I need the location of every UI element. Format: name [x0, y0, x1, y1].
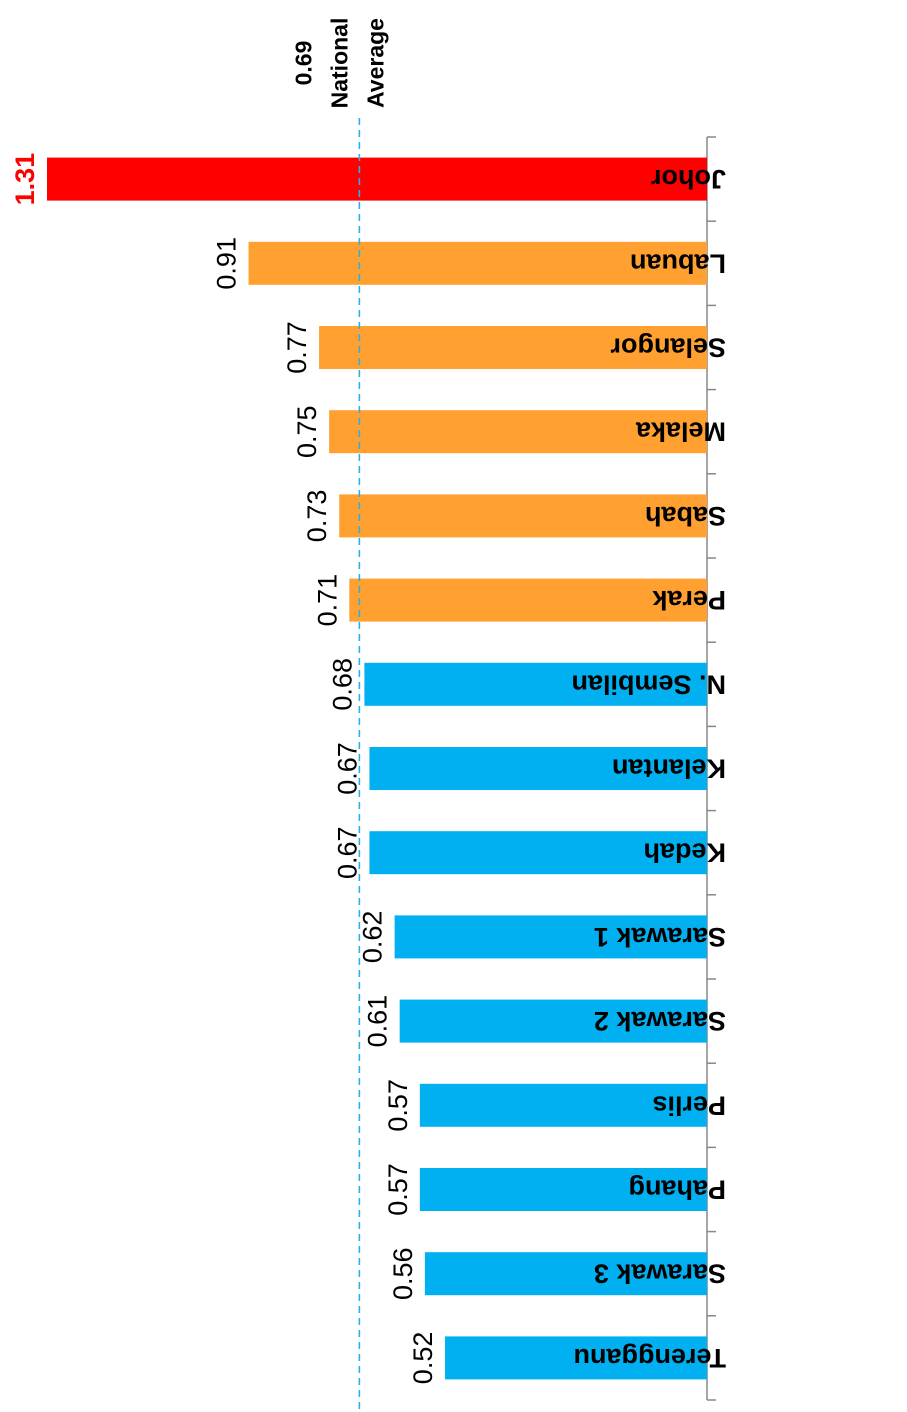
value-label-sarawak-1: 0.62: [358, 911, 388, 964]
bar-sarawak-1: [394, 915, 707, 959]
value-label-johor: 1.31: [10, 153, 40, 206]
value-label-perlis: 0.57: [383, 1079, 413, 1132]
category-label-pahang: Pahang: [628, 1175, 726, 1205]
bar-melaka: [329, 410, 707, 454]
category-label-selangor: Selangor: [610, 333, 726, 363]
value-label-sabah: 0.73: [302, 490, 332, 543]
category-label-kedah: Kedah: [643, 838, 726, 868]
bar-kelantan: [369, 747, 707, 790]
bar-pahang: [419, 1168, 707, 1211]
bar-labuan: [248, 241, 708, 285]
value-label-sarawak-3: 0.56: [388, 1247, 418, 1300]
bar-sabah: [339, 494, 707, 538]
category-label-melaka: Melaka: [635, 417, 726, 447]
national-average-value: 0.69: [290, 41, 316, 86]
labels-group: 1.31 Johor 0.91 Labuan 0.77 Selangor 0.75 Melak…: [10, 153, 726, 1384]
category-label-sarawak-2: Sarawak 2: [594, 1006, 726, 1036]
category-label-perlis: Perlis: [652, 1090, 726, 1120]
value-label-kedah: 0.67: [332, 826, 362, 879]
category-label-sabah: Sabah: [645, 501, 726, 531]
national-average-group: 0.69 National Average: [290, 18, 388, 1412]
bar-terengganu: [445, 1336, 707, 1380]
bar-kedah: [369, 831, 707, 875]
bars-group: [47, 157, 708, 1380]
value-label-terengganu: 0.52: [408, 1332, 438, 1385]
value-label-kelantan: 0.67: [332, 742, 362, 795]
national-average-label-line2: Average: [362, 18, 388, 108]
category-label-n-sembilan: N. Sembilan: [571, 669, 726, 699]
value-label-selangor: 0.77: [282, 321, 312, 374]
value-label-perak: 0.71: [312, 574, 342, 627]
bar-johor: [47, 157, 708, 201]
bar-n-sembilan: [364, 662, 707, 706]
bar-sarawak-3: [424, 1252, 707, 1296]
category-label-terengganu: Terengganu: [573, 1343, 726, 1373]
category-label-sarawak-1: Sarawak 1: [594, 922, 726, 952]
plot-area: 0.69 National Average 1.31 Johor 0.91 Labuan 0…: [10, 18, 726, 1412]
bar-perak: [349, 578, 707, 622]
value-label-sarawak-2: 0.61: [363, 995, 393, 1048]
national-average-label-line1: National: [326, 18, 352, 109]
value-label-labuan: 0.91: [212, 237, 242, 290]
value-label-pahang: 0.57: [383, 1163, 413, 1216]
category-label-kelantan: Kelantan: [612, 754, 726, 784]
category-axis-ticks: [707, 136, 716, 1401]
category-label-sarawak-3: Sarawak 3: [594, 1259, 726, 1289]
bar-perlis: [419, 1083, 707, 1127]
value-label-n-sembilan: 0.68: [327, 658, 357, 711]
bar-sarawak-2: [399, 999, 707, 1043]
category-label-johor: Johor: [651, 164, 726, 194]
category-label-labuan: Labuan: [630, 248, 726, 278]
bar-selangor: [319, 326, 707, 369]
category-label-perak: Perak: [651, 585, 726, 615]
value-label-melaka: 0.75: [292, 405, 322, 458]
